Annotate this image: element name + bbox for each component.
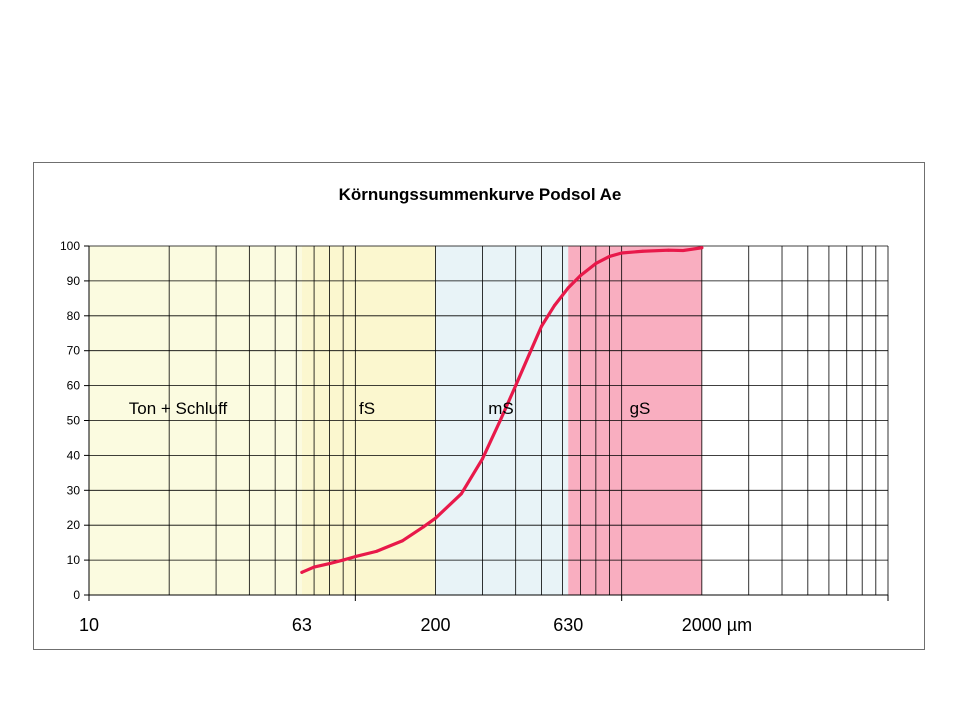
x-tick-label: 2000 µm — [682, 615, 752, 635]
y-tick-label: 20 — [67, 518, 81, 532]
y-tick-label: 10 — [67, 553, 81, 567]
data-point — [480, 457, 484, 461]
data-point — [620, 251, 624, 255]
label-layer: Ton + Schluff fS mS gS — [129, 399, 651, 418]
chart-frame: Körnungssummenkurve Podsol Ae 0 10 20 30 40 5… — [33, 162, 925, 650]
data-point — [341, 558, 345, 562]
data-point — [527, 352, 531, 356]
data-point — [353, 555, 357, 559]
band-label-3: gS — [630, 399, 651, 418]
data-point — [312, 565, 316, 569]
data-point — [421, 525, 425, 529]
y-tick-label: 90 — [67, 274, 81, 288]
grid-layer — [88, 245, 889, 596]
y-tick-label: 60 — [67, 379, 81, 393]
series-layer — [300, 246, 704, 574]
data-point — [553, 303, 557, 307]
x-tick-label: 630 — [553, 615, 583, 635]
band-label-1: fS — [359, 399, 375, 418]
data-point — [459, 492, 463, 496]
data-point — [667, 248, 671, 252]
axes-layer: 0 10 20 30 40 50 60 70 80 90 100 10 63 200 630 2000 µm — [60, 239, 889, 635]
data-point — [498, 419, 502, 422]
y-tick-label: 30 — [67, 483, 81, 497]
x-tick-label: 10 — [79, 615, 99, 635]
y-tick-label: 100 — [60, 239, 80, 253]
data-point — [434, 516, 438, 520]
data-point — [539, 324, 543, 328]
data-point — [514, 384, 518, 388]
y-tick-label: 40 — [67, 448, 81, 462]
chart-title: Körnungssummenkurve Podsol Ae — [339, 185, 622, 204]
data-point — [607, 254, 611, 258]
y-tick-label: 50 — [67, 414, 81, 428]
data-point — [328, 562, 332, 566]
band-label-2: mS — [488, 399, 514, 418]
x-tick-label: 63 — [292, 615, 312, 635]
y-tick-label: 0 — [73, 588, 80, 602]
data-point — [400, 539, 404, 543]
data-point — [566, 286, 570, 290]
chart-svg: Körnungssummenkurve Podsol Ae 0 10 20 30 40 5… — [60, 185, 889, 635]
x-tick-label: 200 — [420, 615, 450, 635]
data-point — [578, 274, 582, 278]
y-tick-label: 70 — [67, 344, 81, 358]
band-label-0: Ton + Schluff — [129, 399, 228, 418]
data-point — [641, 249, 645, 253]
data-point — [594, 261, 598, 265]
data-point — [700, 246, 704, 250]
y-tick-label: 80 — [67, 309, 81, 323]
data-point — [374, 549, 378, 553]
data-point — [300, 570, 304, 574]
data-point — [681, 249, 685, 253]
